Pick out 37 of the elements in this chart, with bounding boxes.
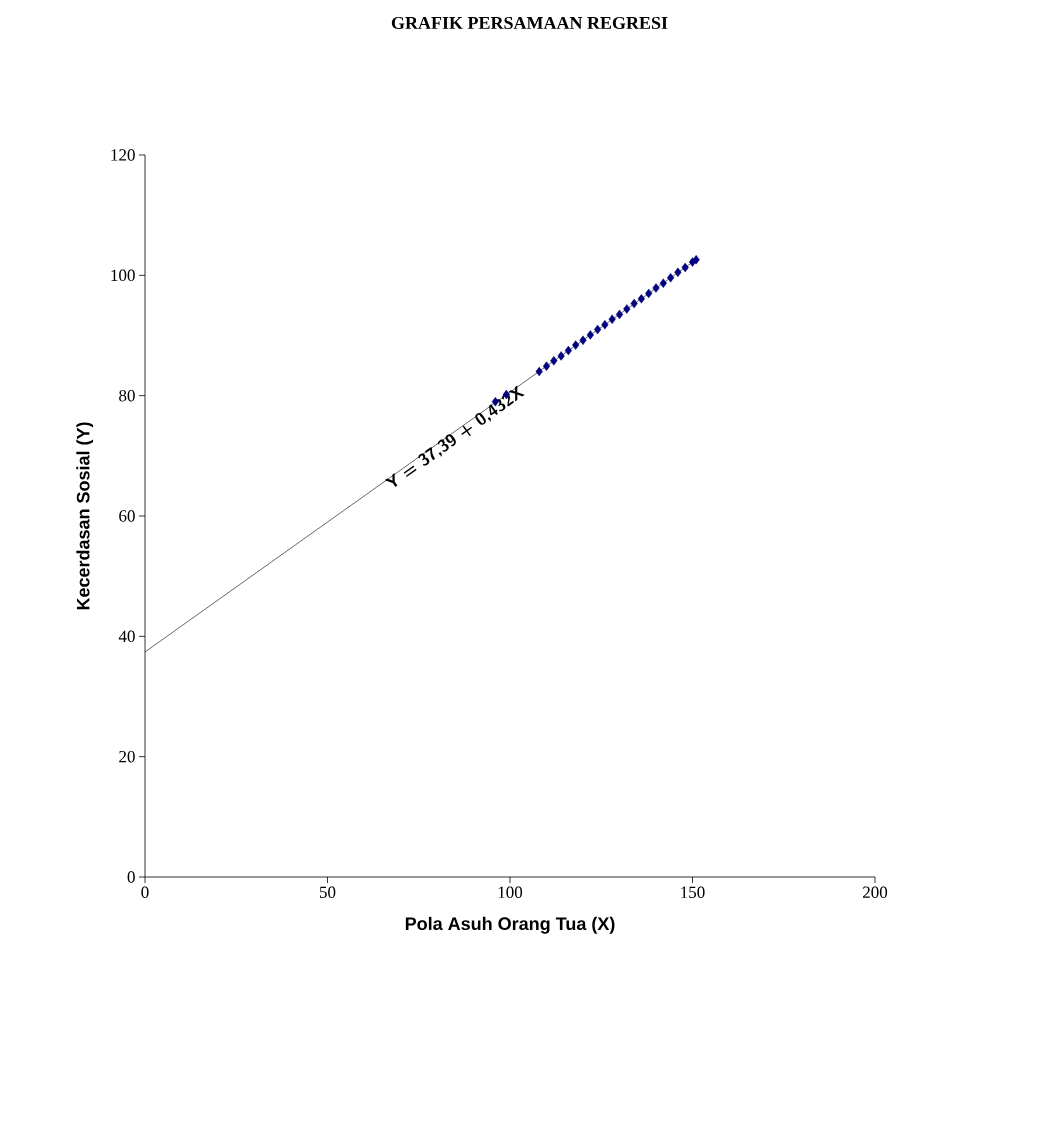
x-axis-title: Pola Asuh Orang Tua (X) bbox=[405, 916, 615, 934]
point bbox=[681, 262, 689, 273]
y-axis-title: Kecerdasan Sosial (Y) bbox=[76, 422, 94, 610]
point bbox=[692, 254, 700, 265]
point bbox=[601, 319, 609, 330]
chart-title: GRAFIK PERSAMAAN REGRESI bbox=[391, 16, 668, 30]
y-tick-label: 60 bbox=[119, 510, 135, 522]
point bbox=[659, 278, 667, 288]
y-tick-label: 0 bbox=[127, 871, 135, 883]
point bbox=[637, 294, 645, 304]
point bbox=[594, 324, 602, 335]
x-tick-label: 150 bbox=[681, 886, 705, 899]
point bbox=[550, 356, 558, 366]
x-tick-label: 100 bbox=[498, 886, 523, 899]
point bbox=[630, 298, 638, 309]
point bbox=[535, 366, 543, 377]
point bbox=[557, 351, 565, 361]
point bbox=[564, 345, 572, 356]
y-tick-label: 120 bbox=[111, 149, 135, 161]
y-tick-label: 80 bbox=[119, 389, 135, 402]
point bbox=[615, 309, 624, 320]
y-tick-label: 100 bbox=[111, 269, 135, 282]
point bbox=[572, 340, 580, 350]
point bbox=[542, 361, 551, 371]
point bbox=[586, 330, 594, 340]
x-tick-label: 50 bbox=[319, 886, 336, 899]
x-tick-label: 0 bbox=[141, 886, 149, 899]
point bbox=[579, 335, 587, 346]
y-tick-label: 20 bbox=[119, 750, 135, 763]
point bbox=[674, 267, 682, 278]
y-tick-label: 40 bbox=[118, 630, 135, 643]
point bbox=[652, 283, 660, 293]
x-tick-label: 200 bbox=[863, 886, 888, 899]
point bbox=[623, 304, 631, 314]
point bbox=[667, 273, 675, 283]
point bbox=[645, 288, 653, 299]
point bbox=[608, 314, 616, 324]
